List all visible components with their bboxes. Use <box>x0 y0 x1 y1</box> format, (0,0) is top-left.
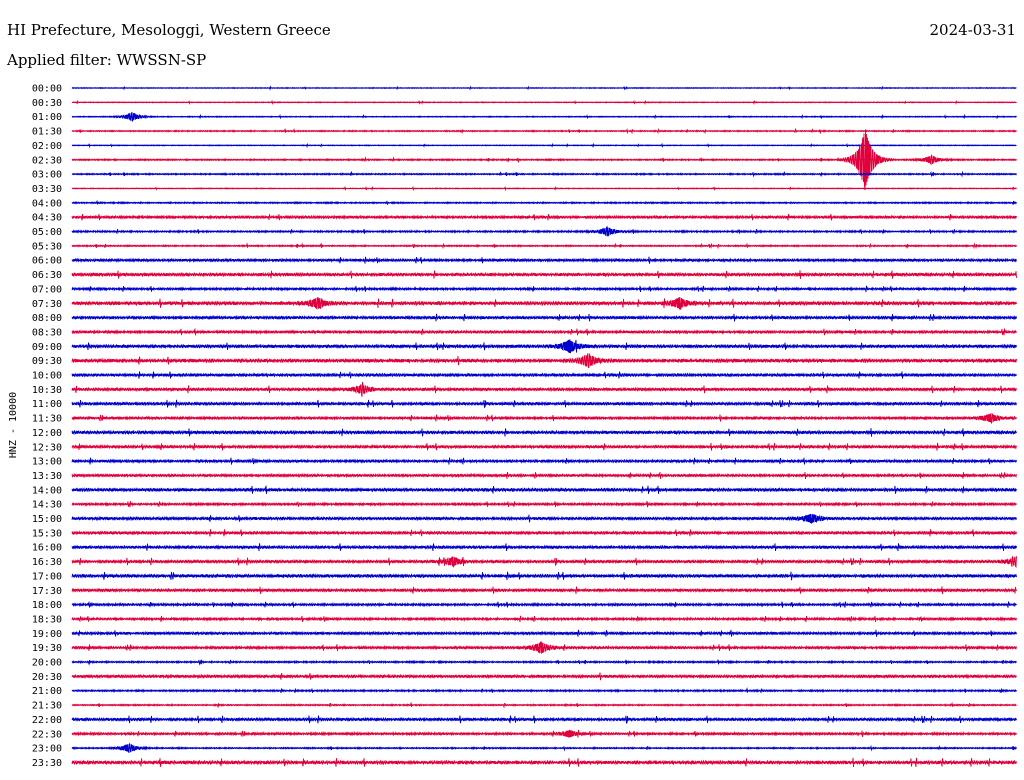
station-title: HI Prefecture, Mesologgi, Western Greece <box>7 21 331 39</box>
time-tick-label: 05:00 <box>32 227 62 238</box>
time-tick-label: 17:30 <box>32 586 62 597</box>
time-tick-label: 16:00 <box>32 543 62 554</box>
time-tick-label: 22:00 <box>32 715 62 726</box>
time-tick-label: 01:30 <box>32 127 62 138</box>
time-tick-label: 17:00 <box>32 571 62 582</box>
time-tick-label: 23:30 <box>32 758 62 769</box>
time-tick-label: 20:30 <box>32 672 62 683</box>
time-tick-label: 10:00 <box>32 371 62 382</box>
time-tick-label: 14:00 <box>32 485 62 496</box>
seismic-traces <box>71 85 1017 768</box>
time-tick-label: 12:00 <box>32 428 62 439</box>
time-tick-label: 03:30 <box>32 184 62 195</box>
time-tick-label: 03:00 <box>32 170 62 181</box>
time-tick-label: 18:30 <box>32 614 62 625</box>
time-tick-label: 10:30 <box>32 385 62 396</box>
time-tick-label: 13:30 <box>32 471 62 482</box>
y-axis-label: HNZ - 10000 <box>8 392 19 458</box>
time-tick-label: 13:00 <box>32 457 62 468</box>
time-tick-label: 19:30 <box>32 643 62 654</box>
date-label: 2024-03-31 <box>929 21 1016 39</box>
time-tick-label: 04:00 <box>32 198 62 209</box>
time-tick-label: 18:00 <box>32 600 62 611</box>
time-tick-label: 15:00 <box>32 514 62 525</box>
time-tick-label: 02:30 <box>32 155 62 166</box>
time-tick-label: 09:30 <box>32 356 62 367</box>
time-tick-label: 11:30 <box>32 414 62 425</box>
time-tick-label: 19:00 <box>32 629 62 640</box>
time-tick-label: 14:30 <box>32 500 62 511</box>
time-tick-label: 07:30 <box>32 299 62 310</box>
time-tick-label: 23:00 <box>32 744 62 755</box>
time-tick-label: 16:30 <box>32 557 62 568</box>
time-tick-label: 02:00 <box>32 141 62 152</box>
filter-label: Applied filter: WWSSN-SP <box>7 51 207 69</box>
time-tick-label: 21:30 <box>32 701 62 712</box>
time-tick-label: 20:00 <box>32 658 62 669</box>
time-tick-label: 12:30 <box>32 442 62 453</box>
time-tick-label: 06:30 <box>32 270 62 281</box>
time-tick-label: 08:00 <box>32 313 62 324</box>
time-tick-label: 22:30 <box>32 729 62 740</box>
time-tick-label: 21:00 <box>32 686 62 697</box>
time-tick-label: 00:00 <box>32 84 62 95</box>
time-tick-labels: 00:00 00:30 01:00 01:30 02:00 02:30 03:00 03:30… <box>32 84 62 769</box>
time-tick-label: 15:30 <box>32 528 62 539</box>
time-tick-label: 06:00 <box>32 256 62 267</box>
time-tick-label: 09:00 <box>32 342 62 353</box>
time-tick-label: 01:00 <box>32 112 62 123</box>
time-tick-label: 07:00 <box>32 284 62 295</box>
time-tick-label: 05:30 <box>32 241 62 252</box>
time-tick-label: 04:30 <box>32 213 62 224</box>
time-tick-label: 11:00 <box>32 399 62 410</box>
time-tick-label: 08:30 <box>32 327 62 338</box>
time-tick-label: 00:30 <box>32 98 62 109</box>
